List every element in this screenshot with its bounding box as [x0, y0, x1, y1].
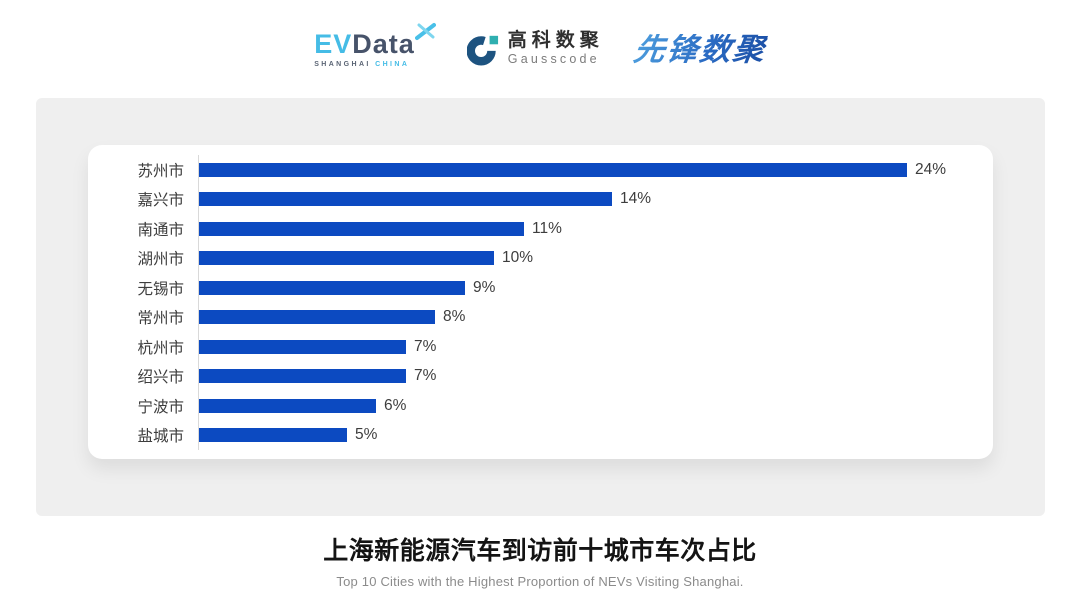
- bar-row: 常州市 8%: [88, 302, 993, 332]
- evdata-x-icon: [414, 22, 436, 40]
- bar: [199, 221, 524, 236]
- bar-track: 10%: [198, 243, 993, 273]
- bar: [199, 310, 435, 325]
- bar-track: 7%: [198, 361, 993, 391]
- chart-title: 上海新能源汽车到访前十城市车次占比: [323, 537, 757, 565]
- bar-row: 盐城市 5%: [88, 420, 993, 450]
- bar-row: 湖州市 10%: [88, 243, 993, 273]
- category-label: 杭州市: [137, 339, 184, 357]
- category-label: 南通市: [137, 221, 184, 239]
- bar: [199, 192, 612, 207]
- bar: [199, 280, 465, 295]
- category-label: 嘉兴市: [137, 192, 184, 210]
- evdata-data-text: Data: [352, 28, 415, 59]
- gausscode-name-cn: 高科数聚: [507, 30, 604, 52]
- bar-track: 14%: [198, 184, 993, 214]
- bar: [199, 251, 494, 266]
- value-label: 11%: [532, 219, 562, 237]
- gausscode-logo: 高科数聚 Gausscode: [466, 30, 604, 67]
- pioneer-logo: 先锋数聚: [631, 31, 769, 67]
- header-logos: EVData SHANGHAI CHINA 高科数聚 Gausscode 先锋数: [0, 18, 1080, 80]
- bar: [199, 369, 406, 384]
- evdata-tagline: SHANGHAI CHINA: [314, 61, 415, 68]
- bar-row: 嘉兴市 14%: [88, 184, 993, 214]
- evdata-logo: EVData SHANGHAI CHINA: [314, 22, 437, 68]
- evdata-tagline-shanghai: SHANGHAI: [314, 60, 371, 68]
- value-label: 6%: [384, 396, 407, 414]
- category-label: 常州市: [137, 310, 184, 328]
- bar-row: 无锡市 9%: [88, 273, 993, 303]
- value-label: 9%: [473, 278, 496, 296]
- category-label: 盐城市: [137, 428, 184, 446]
- evdata-ev-text: EV: [314, 28, 353, 59]
- category-label: 苏州市: [137, 162, 184, 180]
- value-label: 5%: [355, 426, 378, 444]
- bar-row: 南通市 11%: [88, 214, 993, 244]
- gausscode-g-icon: [466, 35, 498, 66]
- bar: [199, 339, 406, 354]
- value-label: 14%: [620, 190, 652, 208]
- value-label: 8%: [443, 308, 466, 326]
- bar-track: 7%: [198, 332, 993, 362]
- bar-track: 8%: [198, 302, 993, 332]
- bar-track: 24%: [198, 155, 993, 185]
- category-label: 湖州市: [137, 251, 184, 269]
- gausscode-text: 高科数聚 Gausscode: [507, 30, 604, 67]
- bar: [199, 162, 907, 177]
- bar-row: 宁波市 6%: [88, 391, 993, 421]
- category-label: 无锡市: [137, 280, 184, 298]
- gausscode-name-en: Gausscode: [507, 52, 600, 67]
- bar-track: 6%: [198, 391, 993, 421]
- chart-card: 苏州市 24% 嘉兴市 14% 南通市 11% 湖州市 10% 无锡市 9% 常州市 8% 杭州市 7% 绍…: [88, 145, 993, 459]
- bar-chart: 苏州市 24% 嘉兴市 14% 南通市 11% 湖州市 10% 无锡市 9% 常州市 8% 杭州市 7% 绍…: [88, 155, 993, 450]
- value-label: 10%: [502, 249, 534, 267]
- category-label: 宁波市: [137, 398, 184, 416]
- bar-track: 11%: [198, 214, 993, 244]
- value-label: 7%: [414, 367, 437, 385]
- evdata-tagline-china: CHINA: [375, 60, 410, 68]
- bar-row: 杭州市 7%: [88, 332, 993, 362]
- value-label: 7%: [414, 337, 437, 355]
- chart-panel: 苏州市 24% 嘉兴市 14% 南通市 11% 湖州市 10% 无锡市 9% 常州市 8% 杭州市 7% 绍…: [36, 98, 1045, 516]
- bar: [199, 428, 347, 443]
- chart-subtitle: Top 10 Cities with the Highest Proportio…: [336, 574, 744, 589]
- bar-row: 绍兴市 7%: [88, 361, 993, 391]
- footer: 上海新能源汽车到访前十城市车次占比 Top 10 Cities with the…: [0, 531, 1080, 589]
- bar: [199, 398, 376, 413]
- bar-row: 苏州市 24%: [88, 155, 993, 185]
- bar-track: 9%: [198, 273, 993, 303]
- bar-track: 5%: [198, 420, 993, 450]
- category-label: 绍兴市: [137, 369, 184, 387]
- evdata-wordmark: EVData: [314, 22, 436, 59]
- value-label: 24%: [915, 160, 947, 178]
